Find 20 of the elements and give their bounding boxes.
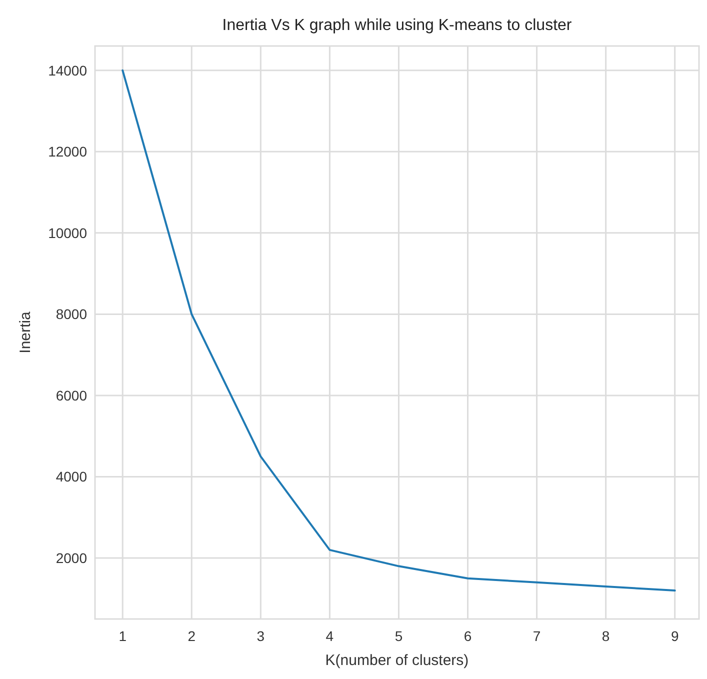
x-tick-label: 3 [256,628,265,644]
x-tick-label: 2 [188,628,196,644]
line-series [122,69,676,592]
x-tick-label: 6 [464,628,472,644]
x-tick-label: 9 [670,628,679,644]
y-axis-title: Inertia [17,311,34,354]
y-tick-label: 8000 [56,306,88,322]
x-tick-label: 7 [532,628,541,644]
x-tick-label: 4 [326,628,334,644]
x-tick-label: 8 [602,628,610,644]
x-tick-label: 5 [394,628,403,644]
x-axis-title: K(number of clusters) [325,652,469,669]
y-tick-label: 14000 [48,62,88,78]
y-tick-label: 12000 [48,144,88,160]
y-tick-label: 10000 [48,224,88,241]
y-tick-label: 4000 [56,468,88,485]
chart-title: Inertia Vs K graph while using K-means to cluster [222,17,572,34]
x-tick-label: 1 [118,628,127,644]
y-tick-label: 2000 [56,550,88,566]
y-tick-label: 6000 [56,387,88,404]
